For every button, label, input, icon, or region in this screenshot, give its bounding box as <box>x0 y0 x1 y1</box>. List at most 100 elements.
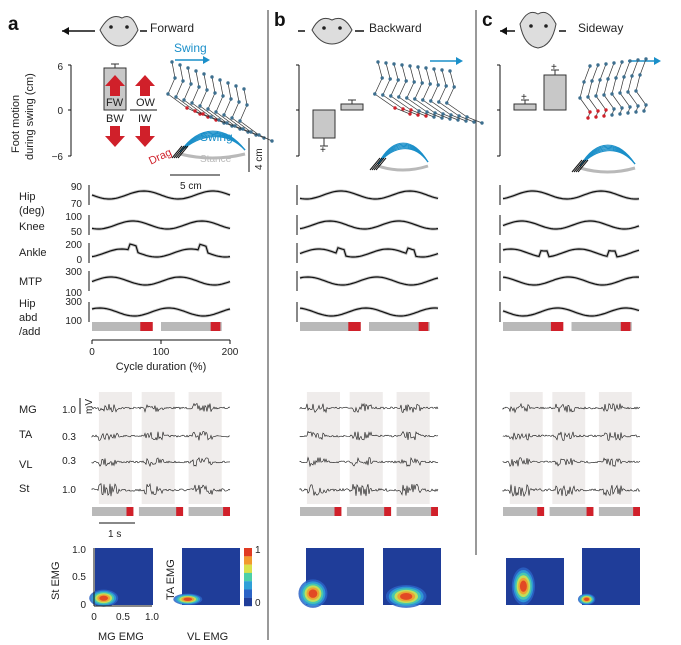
kin-trace-mean <box>502 248 640 258</box>
stick-joint <box>174 95 178 99</box>
stick-joint <box>416 65 420 69</box>
stick-joint <box>634 110 638 114</box>
kinematics-traces <box>91 189 640 318</box>
stick-joint <box>618 91 622 95</box>
stick-joint <box>190 101 194 105</box>
hm-xtick-1: 1.0 <box>145 612 159 623</box>
stick-limb <box>603 62 615 116</box>
colorbar-segment <box>244 581 252 590</box>
stick-joint <box>612 107 616 111</box>
drag-path <box>577 159 589 173</box>
kin-tick: 0 <box>76 255 82 266</box>
stick-limb <box>635 58 647 112</box>
stance-bar <box>138 507 184 516</box>
drag-path <box>575 159 587 173</box>
stick-joint <box>173 76 177 80</box>
stick-joint <box>456 118 460 122</box>
kin-trace-mean <box>91 190 231 200</box>
drag-path <box>573 159 585 173</box>
swing-bar <box>418 322 429 331</box>
stick-figure-forward <box>166 60 274 143</box>
hm-ytick-05: 0.5 <box>72 572 86 583</box>
stick-joint <box>210 75 214 79</box>
hm-xtick-05: 0.5 <box>116 612 130 623</box>
stick-joint <box>634 89 638 93</box>
emg-label-vl: VL <box>19 459 32 471</box>
kin-xtick-0: 0 <box>89 347 95 358</box>
kin-label-add: /add <box>19 326 40 338</box>
stance-bar <box>598 507 640 516</box>
plus-c-1: + <box>521 92 527 103</box>
stick-joint <box>606 77 610 81</box>
kin-trace-mean <box>91 220 231 230</box>
stick-figure-sideway <box>578 57 648 120</box>
stick-joint <box>596 109 600 113</box>
kin-trace-mean <box>502 190 640 200</box>
stick-joint <box>586 116 590 120</box>
stick-joint <box>381 93 385 97</box>
swing-bar <box>384 507 392 516</box>
stick-joint <box>417 109 421 113</box>
stick-joint <box>464 119 468 123</box>
hm-ylabel-st: St EMG <box>50 561 62 600</box>
swing-bar <box>431 507 438 516</box>
kin-tick: 50 <box>71 227 83 238</box>
stick-joint <box>602 93 606 97</box>
swing-bar <box>176 507 184 516</box>
kin-tick: 100 <box>65 212 82 223</box>
stance-bar <box>503 507 545 516</box>
emg-trace <box>502 431 641 441</box>
stick-joint <box>588 110 592 114</box>
stick-joint <box>384 61 388 65</box>
stick-joint <box>181 79 185 83</box>
stick-joint <box>612 61 616 65</box>
red-arrows <box>105 75 155 147</box>
swing-bar <box>633 507 640 516</box>
colorbar-segment <box>244 589 252 598</box>
label-bw: BW <box>106 113 124 125</box>
stick-joint <box>178 63 182 67</box>
stance-bar <box>346 507 392 516</box>
kin-xaxis <box>91 339 231 344</box>
swing-bar <box>223 507 230 516</box>
kin-label-mtp: MTP <box>19 276 42 288</box>
hm-xlabel-mg: MG EMG <box>98 631 144 643</box>
stance-bar <box>503 322 564 331</box>
kin-label-hip2: Hip <box>19 298 36 310</box>
stick-joint <box>457 114 461 118</box>
stick-joint <box>424 66 428 70</box>
ow-bar-b <box>340 103 364 111</box>
stick-joint <box>201 112 205 116</box>
kin-trace-mean <box>299 307 439 317</box>
foot-ytick-6: 6 <box>57 62 63 73</box>
swing-path <box>579 149 636 167</box>
kin-xtick-100: 100 <box>153 347 170 358</box>
stance-shade <box>306 392 341 504</box>
stick-joint <box>586 95 590 99</box>
foot-yaxis-b <box>296 64 300 157</box>
stick-joint <box>642 109 646 113</box>
stick-joint <box>448 69 452 73</box>
colorbar-segment <box>244 556 252 565</box>
colorbar-segment <box>244 597 252 607</box>
stick-joint <box>245 103 249 107</box>
hm-xtick-0: 0 <box>91 612 97 623</box>
hm-b1-level <box>308 589 318 598</box>
stick-joint <box>614 76 618 80</box>
emg-scale-st: 1.0 <box>62 485 76 496</box>
kin-label-hip: Hip <box>19 191 36 203</box>
stick-limb <box>231 85 265 139</box>
stick-joint <box>440 116 444 120</box>
stance-bar <box>396 507 438 516</box>
stick-joint <box>249 130 253 134</box>
stance-label: Stance <box>200 154 232 165</box>
hm-ytick-0: 0 <box>80 600 86 611</box>
kin-trace-mean <box>299 220 439 230</box>
stick-joint <box>400 63 404 67</box>
stick-joint <box>197 85 201 89</box>
swing-bar <box>334 507 342 516</box>
stick-joint <box>445 101 449 105</box>
emg-scale-ta: 0.3 <box>62 432 76 443</box>
stick-joint <box>209 115 213 119</box>
foot-motion-ylabel-2: during swing (cm) <box>24 73 36 160</box>
